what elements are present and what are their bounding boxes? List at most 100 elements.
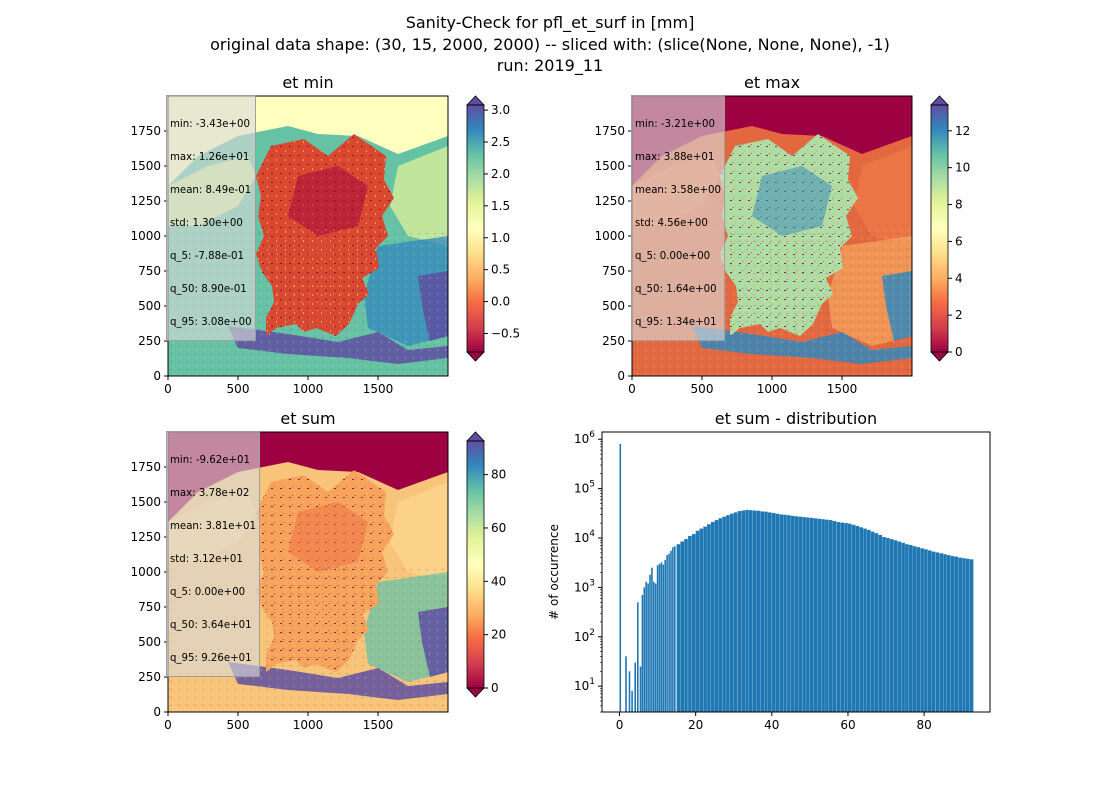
x-tick-label: 0: [164, 718, 172, 732]
histogram-bar: [840, 522, 844, 712]
histogram-bar: [699, 528, 704, 712]
histogram-bar: [637, 602, 639, 712]
histogram-bar: [722, 516, 726, 712]
colorbar-gradient: [467, 105, 484, 352]
histogram-bar: [821, 519, 825, 712]
colorbar-extend-bottom: [466, 687, 485, 698]
histogram-bar: [764, 511, 768, 712]
y-tick-label: 1500: [594, 159, 625, 173]
y-tick-label: 1750: [130, 460, 161, 474]
histogram-bar: [695, 530, 700, 712]
y-tick-label: 104: [574, 529, 595, 545]
histogram-bar: [756, 510, 761, 712]
histogram-bar: [802, 517, 806, 712]
histogram-bar: [825, 519, 829, 712]
stats-line: q_50: 3.64e+01: [170, 620, 252, 631]
colorbar-extend-top: [466, 95, 485, 106]
x-tick-label: 1000: [293, 718, 324, 732]
colorbar-tick-label: 40: [491, 574, 506, 588]
axes-frame: [601, 431, 991, 713]
histogram-bar: [745, 509, 749, 712]
colorbar-tick-label: 2.5: [491, 135, 510, 149]
stats-line: max: 3.78e+02: [170, 488, 250, 499]
histogram-bar: [817, 518, 822, 712]
histogram-bar: [726, 515, 730, 712]
histogram-bar: [878, 535, 882, 712]
x-tick-label: 20: [688, 718, 703, 732]
colorbar-frame: [466, 440, 485, 689]
x-tick-label: 0: [616, 718, 624, 732]
x-tick-label: 1500: [827, 382, 858, 396]
land-region: [390, 146, 448, 246]
histogram-bar: [668, 553, 670, 712]
x-tick-label: 500: [691, 382, 714, 396]
histogram-bar: [859, 527, 863, 712]
et-sum-stats-box: min: -9.62e+01 max: 3.78e+02 mean: 3.81e…: [166, 431, 261, 677]
histogram-bar: [741, 510, 745, 712]
histogram-bar: [809, 517, 814, 712]
colorbar-frame: [930, 104, 949, 353]
histogram-bar: [939, 553, 943, 712]
colorbar-tick-label: 0: [955, 345, 963, 359]
x-tick-label: 1000: [757, 382, 788, 396]
histogram-bar: [649, 574, 651, 712]
histogram-bar: [676, 544, 681, 712]
histogram-bar: [666, 555, 668, 712]
x-tick-label: 500: [227, 382, 250, 396]
y-tick-label: 1000: [130, 229, 161, 243]
panel-title: et min: [282, 73, 333, 92]
histogram-bar: [658, 563, 661, 712]
histogram-bar: [787, 515, 791, 712]
histogram-bar: [771, 513, 776, 712]
y-tick-label: 750: [138, 264, 161, 278]
colorbar-tick-label: 80: [491, 468, 506, 482]
histogram-bar: [924, 549, 928, 712]
histogram-bar: [628, 671, 631, 712]
stats-line: q_95: 1.34e+01: [635, 317, 717, 328]
y-tick-label: 0: [153, 369, 161, 383]
colorbar-tick-label: −0.5: [491, 326, 520, 340]
stats-line: min: -9.62e+01: [170, 455, 251, 466]
histogram-bar: [631, 691, 633, 712]
stats-line: q_5: 0.00e+00: [170, 587, 246, 598]
histogram-bar: [688, 536, 692, 712]
histogram-bar: [625, 656, 627, 712]
histogram-bar: [962, 558, 966, 712]
histogram-bar: [958, 557, 962, 712]
histogram-bar: [908, 545, 913, 712]
stats-line: mean: 3.58e+00: [635, 185, 722, 196]
colorbar-tick-label: 1.0: [491, 231, 510, 245]
histogram-bar: [680, 541, 684, 712]
histogram-bar: [943, 554, 947, 712]
land-region: [854, 146, 912, 246]
histogram-bar: [639, 666, 642, 712]
stats-line: std: 3.12e+01: [170, 554, 243, 565]
colorbar-tick-label: 6: [955, 234, 963, 248]
germany-detail: [288, 166, 368, 236]
y-tick-label: 1500: [130, 159, 161, 173]
histogram-bar: [647, 583, 649, 712]
histogram-bar: [733, 512, 738, 712]
histogram-bar: [651, 567, 653, 712]
colorbar-gradient: [931, 105, 948, 352]
histogram-bar: [901, 542, 905, 712]
colorbar-tick-label: 0.5: [491, 263, 510, 277]
colorbar-tick-label: 4: [955, 271, 963, 285]
histogram-bar: [641, 595, 644, 712]
y-tick-label: 1750: [594, 124, 625, 138]
histogram-bar: [927, 550, 932, 712]
y-tick-label: 1250: [130, 194, 161, 208]
figure-title-line-3: run: 2019_11: [496, 56, 604, 75]
histogram-bar: [662, 564, 665, 712]
histogram-bar: [969, 559, 974, 712]
y-tick-label: 105: [574, 480, 595, 496]
colorbar: 0 2 4 6 8 10 12: [930, 95, 970, 362]
colorbar-tick-label: 2.0: [491, 167, 510, 181]
colorbar-tick-label: 0: [491, 681, 499, 695]
stats-line: max: 1.26e+01: [170, 152, 250, 163]
panel-title: et max: [744, 73, 800, 92]
histogram-bar: [656, 565, 659, 712]
histogram-bar: [684, 539, 688, 712]
colorbar-extend-bottom: [930, 351, 949, 362]
y-tick-label: 1750: [130, 124, 161, 138]
